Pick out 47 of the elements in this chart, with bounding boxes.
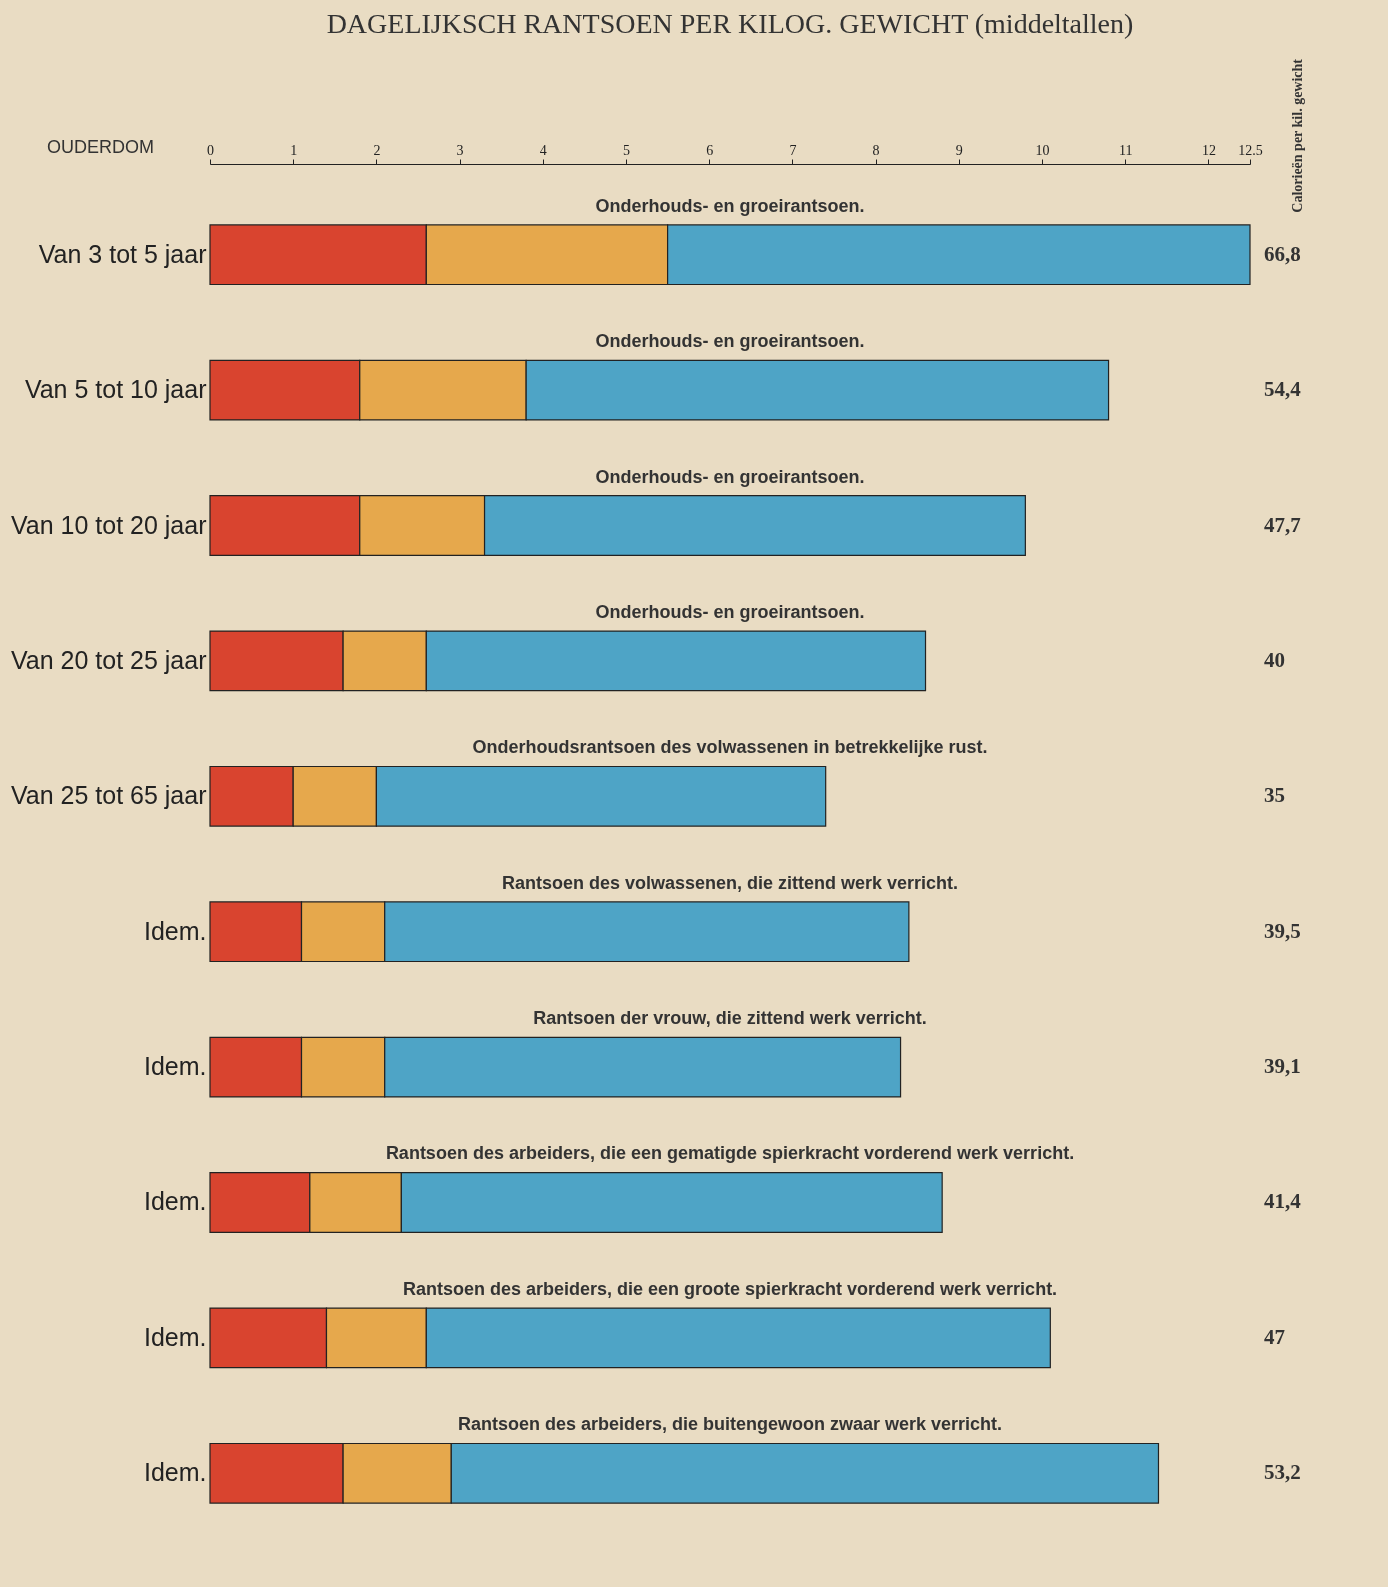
text: 40 bbox=[1264, 647, 1285, 672]
text: 47 bbox=[1264, 1324, 1285, 1349]
x-tick-label: 3 bbox=[456, 142, 464, 158]
text: 66,8 bbox=[1264, 241, 1301, 266]
x-tick-label: 12 bbox=[1201, 142, 1216, 158]
annotation: Rantsoen der vrouw, die zittend werk verricht. bbox=[533, 1008, 927, 1029]
x-tick-label: 2 bbox=[373, 142, 381, 158]
x-tick-label: 9 bbox=[955, 142, 963, 158]
annotation: Onderhouds- en groeirantsoen. bbox=[595, 195, 865, 216]
annotation: Onderhouds- en groeirantsoen. bbox=[595, 466, 865, 487]
text: 35 bbox=[1264, 783, 1285, 808]
text: 53,2 bbox=[1264, 1460, 1301, 1485]
y-tick-label: Idem. bbox=[143, 916, 207, 945]
annotation: Onderhouds- en groeirantsoen. bbox=[595, 601, 865, 622]
y-axis-title: OUDERDOM bbox=[47, 136, 154, 157]
x-tick-label: 12.5 bbox=[1238, 142, 1263, 158]
annotation: Rantsoen des arbeiders, die buitengewoon zwaar werk verricht. bbox=[457, 1414, 1003, 1435]
y-tick-label: Van 10 tot 20 jaar bbox=[10, 510, 207, 539]
y-tick-label: Van 3 tot 5 jaar bbox=[38, 239, 207, 268]
y-tick-label: Van 25 tot 65 jaar bbox=[10, 781, 207, 810]
text: 47,7 bbox=[1264, 512, 1301, 537]
text: 39,5 bbox=[1264, 918, 1301, 943]
y-tick-label: Idem. bbox=[143, 1052, 207, 1081]
annotation: Rantsoen des arbeiders, die een groote spierkracht vorderend werk verricht. bbox=[402, 1278, 1058, 1299]
x-tick-label: 7 bbox=[789, 142, 797, 158]
y-tick-label: Idem. bbox=[143, 1458, 207, 1487]
y-tick-label: Van 20 tot 25 jaar bbox=[10, 645, 207, 674]
annotation: Onderhouds- en groeirantsoen. bbox=[595, 331, 865, 352]
x-tick-label: 11 bbox=[1118, 142, 1133, 158]
text: 54,4 bbox=[1264, 377, 1302, 402]
y-tick-label: Idem. bbox=[143, 1187, 207, 1216]
annotation: Onderhoudsrantsoen des volwassenen in betrekkelijke rust. bbox=[472, 737, 988, 758]
x-tick-label: 8 bbox=[872, 142, 880, 158]
annotation: Rantsoen des volwassenen, die zittend werk verricht. bbox=[501, 872, 959, 893]
annotation: Rantsoen des arbeiders, die een gematigde spierkracht vorderend werk verricht. bbox=[385, 1143, 1075, 1164]
y2-axis-title: Calorieën per kil. gewicht bbox=[1290, 58, 1305, 213]
x-tick-label: 1 bbox=[290, 142, 298, 158]
x-tick-label: 10 bbox=[1035, 142, 1050, 158]
text: 39,1 bbox=[1264, 1054, 1301, 1079]
text: 41,4 bbox=[1264, 1189, 1302, 1214]
x-tick-label: 4 bbox=[539, 142, 547, 158]
y-tick-label: Van 5 tot 10 jaar bbox=[24, 375, 207, 404]
x-tick-label: 6 bbox=[706, 142, 714, 158]
y-tick-label: Idem. bbox=[143, 1322, 207, 1351]
x-tick-label: 0 bbox=[207, 142, 214, 158]
chart-title: DAGELIJKSCH RANTSOEN PER KILOG. GEWICHT (middeltallen) bbox=[326, 7, 1134, 39]
x-tick-label: 5 bbox=[623, 142, 630, 158]
